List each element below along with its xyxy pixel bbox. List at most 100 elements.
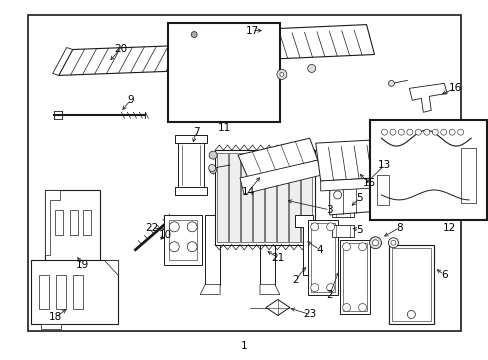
Polygon shape (260, 285, 279, 294)
Circle shape (326, 223, 334, 231)
Circle shape (169, 222, 179, 232)
Text: 16: 16 (447, 84, 461, 93)
Text: 7: 7 (192, 127, 199, 137)
Bar (39, 275, 49, 310)
Polygon shape (238, 138, 317, 178)
Circle shape (390, 240, 395, 245)
Bar (307, 220, 337, 294)
Circle shape (431, 129, 437, 135)
Bar (460, 148, 475, 203)
Bar (369, 120, 486, 220)
Text: 4: 4 (316, 245, 323, 255)
Bar (276, 153, 287, 242)
Bar (300, 153, 311, 242)
Bar (331, 225, 353, 237)
Bar (264, 153, 275, 242)
Bar (241, 153, 251, 242)
Polygon shape (205, 215, 274, 285)
Bar (164, 215, 202, 265)
Bar (178, 140, 203, 190)
Bar (310, 223, 334, 292)
Polygon shape (329, 170, 394, 215)
Text: 3: 3 (325, 205, 332, 215)
Text: 18: 18 (49, 312, 62, 323)
Text: 12: 12 (442, 223, 455, 233)
Circle shape (406, 129, 412, 135)
Bar (55, 210, 62, 235)
Circle shape (389, 129, 395, 135)
Circle shape (387, 238, 398, 248)
Polygon shape (59, 45, 180, 75)
Bar (45, 190, 100, 265)
Circle shape (310, 223, 318, 231)
Polygon shape (240, 160, 321, 194)
Circle shape (187, 242, 197, 252)
Circle shape (414, 129, 421, 135)
Circle shape (448, 129, 454, 135)
Circle shape (333, 191, 341, 199)
Bar (175, 187, 207, 195)
Circle shape (358, 243, 366, 251)
Bar (252, 153, 264, 242)
Bar (215, 150, 314, 245)
Bar (388, 245, 433, 324)
Text: 15: 15 (362, 178, 375, 188)
Bar (175, 135, 207, 143)
Polygon shape (200, 285, 220, 294)
Text: 10: 10 (159, 230, 171, 240)
Text: 14: 14 (241, 187, 254, 197)
Circle shape (342, 303, 350, 311)
Bar (69, 210, 78, 235)
Bar (56, 275, 65, 310)
Bar (339, 240, 369, 315)
Circle shape (407, 310, 414, 319)
Circle shape (279, 72, 283, 76)
Circle shape (191, 32, 197, 37)
Bar (331, 205, 353, 217)
Bar (342, 243, 366, 311)
Text: 2: 2 (325, 289, 332, 300)
Text: 22: 22 (145, 223, 159, 233)
Bar (392, 248, 430, 321)
Circle shape (209, 151, 217, 159)
Text: 1: 1 (240, 341, 247, 351)
Text: 5: 5 (356, 193, 362, 203)
Circle shape (310, 284, 318, 292)
Circle shape (387, 80, 394, 86)
Text: 11: 11 (217, 123, 230, 133)
Circle shape (369, 237, 381, 249)
Bar (377, 175, 388, 205)
Bar (82, 210, 90, 235)
Polygon shape (103, 260, 118, 275)
Text: 6: 6 (440, 270, 447, 280)
Polygon shape (53, 48, 73, 75)
Polygon shape (294, 215, 312, 275)
Circle shape (457, 129, 463, 135)
Text: 13: 13 (377, 160, 390, 170)
Polygon shape (408, 84, 447, 112)
Circle shape (358, 303, 366, 311)
Circle shape (209, 167, 216, 174)
Bar (217, 153, 227, 242)
Polygon shape (265, 300, 289, 315)
Text: 5: 5 (356, 225, 362, 235)
Circle shape (381, 129, 386, 135)
Polygon shape (254, 24, 374, 59)
Bar (73, 275, 82, 310)
Bar (41, 324, 61, 329)
Text: 23: 23 (303, 310, 316, 319)
Polygon shape (315, 138, 409, 181)
Text: 8: 8 (395, 223, 402, 233)
Bar (31, 260, 118, 324)
Circle shape (440, 129, 446, 135)
Circle shape (187, 222, 197, 232)
Polygon shape (320, 176, 409, 191)
Circle shape (326, 284, 334, 292)
Polygon shape (166, 44, 188, 71)
Text: 2: 2 (292, 275, 299, 285)
Text: 17: 17 (245, 26, 258, 36)
Text: 19: 19 (76, 260, 89, 270)
Bar (288, 153, 299, 242)
Circle shape (372, 240, 378, 246)
Circle shape (169, 242, 179, 252)
